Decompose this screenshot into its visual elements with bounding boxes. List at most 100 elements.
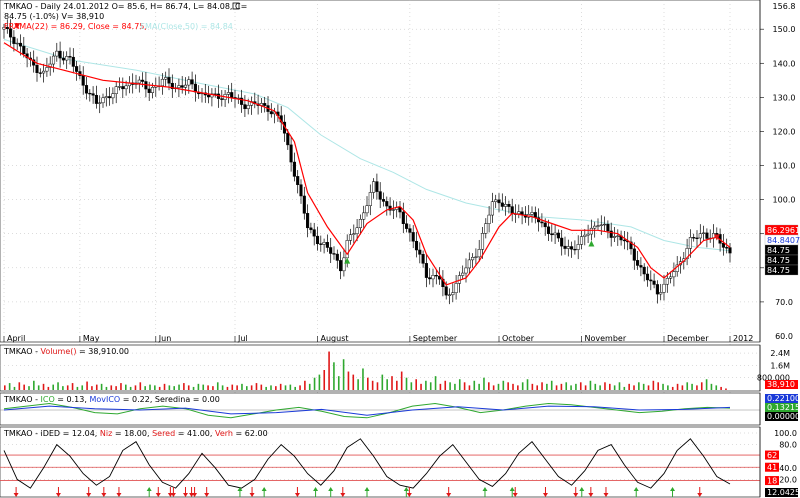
candle-body	[454, 283, 458, 293]
price-y-tick-label: 100.0	[773, 196, 796, 205]
ided-line	[3, 438, 731, 489]
candle-body	[345, 240, 349, 259]
volume-bar	[463, 382, 466, 390]
candle-body	[688, 237, 692, 249]
candle-body	[504, 204, 508, 207]
volume-y-tick-label: 2.4M	[770, 349, 790, 358]
ided-down-arrow	[192, 493, 198, 497]
candle-body	[22, 45, 26, 55]
volume-bar	[197, 383, 200, 390]
volume-bar	[444, 380, 447, 390]
price-x-tick-label: October	[502, 334, 535, 343]
candle-body	[111, 93, 115, 99]
candle-body	[150, 87, 155, 93]
candle-body	[71, 56, 75, 67]
ided-down-arrow	[512, 493, 518, 497]
candle-body	[5, 27, 9, 29]
candle-body	[616, 235, 620, 237]
candle-body	[121, 86, 125, 90]
candle-body	[629, 241, 633, 250]
volume-bar	[289, 384, 292, 390]
ico-panel: TMKAO - ICO = 0.13, MovICO = 0.22, Sered…	[0, 392, 800, 426]
ided-level-label: 41	[767, 463, 777, 472]
volume-bar	[458, 379, 461, 390]
ided-last-label-box	[765, 488, 798, 497]
price-y-top-label: 156.8	[773, 2, 796, 11]
volume-bar	[521, 382, 524, 390]
candle-body	[88, 92, 92, 95]
candle-body	[15, 42, 19, 45]
candle-body	[372, 181, 376, 193]
volume-bar	[337, 376, 340, 390]
candle-body	[500, 202, 504, 207]
volume-bar	[700, 382, 703, 390]
candle-body	[553, 232, 557, 236]
ided-down-arrow	[183, 493, 188, 497]
candle-body	[322, 242, 326, 245]
candle-body	[306, 213, 310, 229]
ided-down-arrow	[101, 493, 107, 497]
volume-bar	[115, 386, 117, 390]
volume-bar	[691, 383, 693, 390]
price-y-tick-label: 130.0	[773, 93, 796, 102]
volume-bar	[613, 385, 616, 390]
price-signal-arrow	[713, 234, 720, 241]
candle-body	[391, 209, 395, 211]
price-header-line1: TMKAO - Daily 24.01.2012 O= 85.6, H= 86.…	[3, 2, 247, 11]
volume-bar	[95, 384, 98, 390]
volume-bar	[536, 385, 538, 390]
candle-body	[2, 27, 6, 30]
volume-bar	[202, 384, 205, 390]
candle-body	[494, 199, 498, 202]
ided-up-arrow	[237, 487, 243, 491]
ided-header: TMKAO - iDED = 12.04, Niz = 18.00, Sered…	[3, 429, 268, 438]
candle-body	[348, 234, 353, 241]
candle-body	[269, 111, 273, 115]
ided-up-arrow	[364, 487, 370, 491]
candle-body	[147, 88, 151, 93]
ided-down-arrow	[13, 493, 19, 497]
candle-body	[65, 56, 69, 61]
candle-body	[101, 97, 105, 104]
volume-bar	[671, 386, 674, 390]
volume-bar	[565, 382, 568, 390]
volume-bar	[362, 368, 364, 390]
volume-bar	[158, 386, 161, 390]
volume-bar	[37, 385, 40, 390]
candle-body	[210, 93, 214, 98]
candle-body	[715, 233, 719, 235]
candle-body	[665, 278, 669, 285]
price-last-label: 84.75	[767, 256, 790, 265]
candle-body	[655, 284, 659, 295]
volume-bar	[304, 380, 306, 390]
volume-bar	[139, 382, 142, 390]
price-x-tick-label: Jun	[158, 334, 172, 343]
candle-body	[352, 233, 356, 235]
volume-bar	[357, 379, 359, 390]
ico-line	[3, 402, 731, 419]
volume-bar	[720, 386, 722, 390]
volume-bar	[231, 384, 234, 390]
volume-bar	[396, 380, 398, 390]
candle-body	[487, 214, 491, 224]
candle-body	[299, 184, 303, 197]
ided-y-tick-label: 80.0	[779, 441, 797, 450]
candle-body	[593, 225, 597, 229]
candle-body	[114, 86, 118, 94]
volume-bar	[560, 383, 563, 390]
ico-last-label: 0.221001	[767, 394, 800, 403]
candle-body	[507, 204, 511, 207]
candle-body	[556, 232, 560, 239]
candle-body	[18, 42, 23, 47]
candle-body	[296, 176, 300, 185]
candle-body	[695, 237, 699, 239]
volume-bar	[86, 381, 88, 390]
ided-down-arrow	[204, 493, 210, 497]
candle-body	[652, 280, 656, 285]
volume-bar	[584, 385, 587, 390]
candle-body	[58, 50, 62, 59]
candle-body	[355, 227, 359, 234]
ided-down-arrow	[573, 493, 579, 497]
volume-bar	[609, 383, 611, 390]
candle-body	[566, 246, 570, 249]
